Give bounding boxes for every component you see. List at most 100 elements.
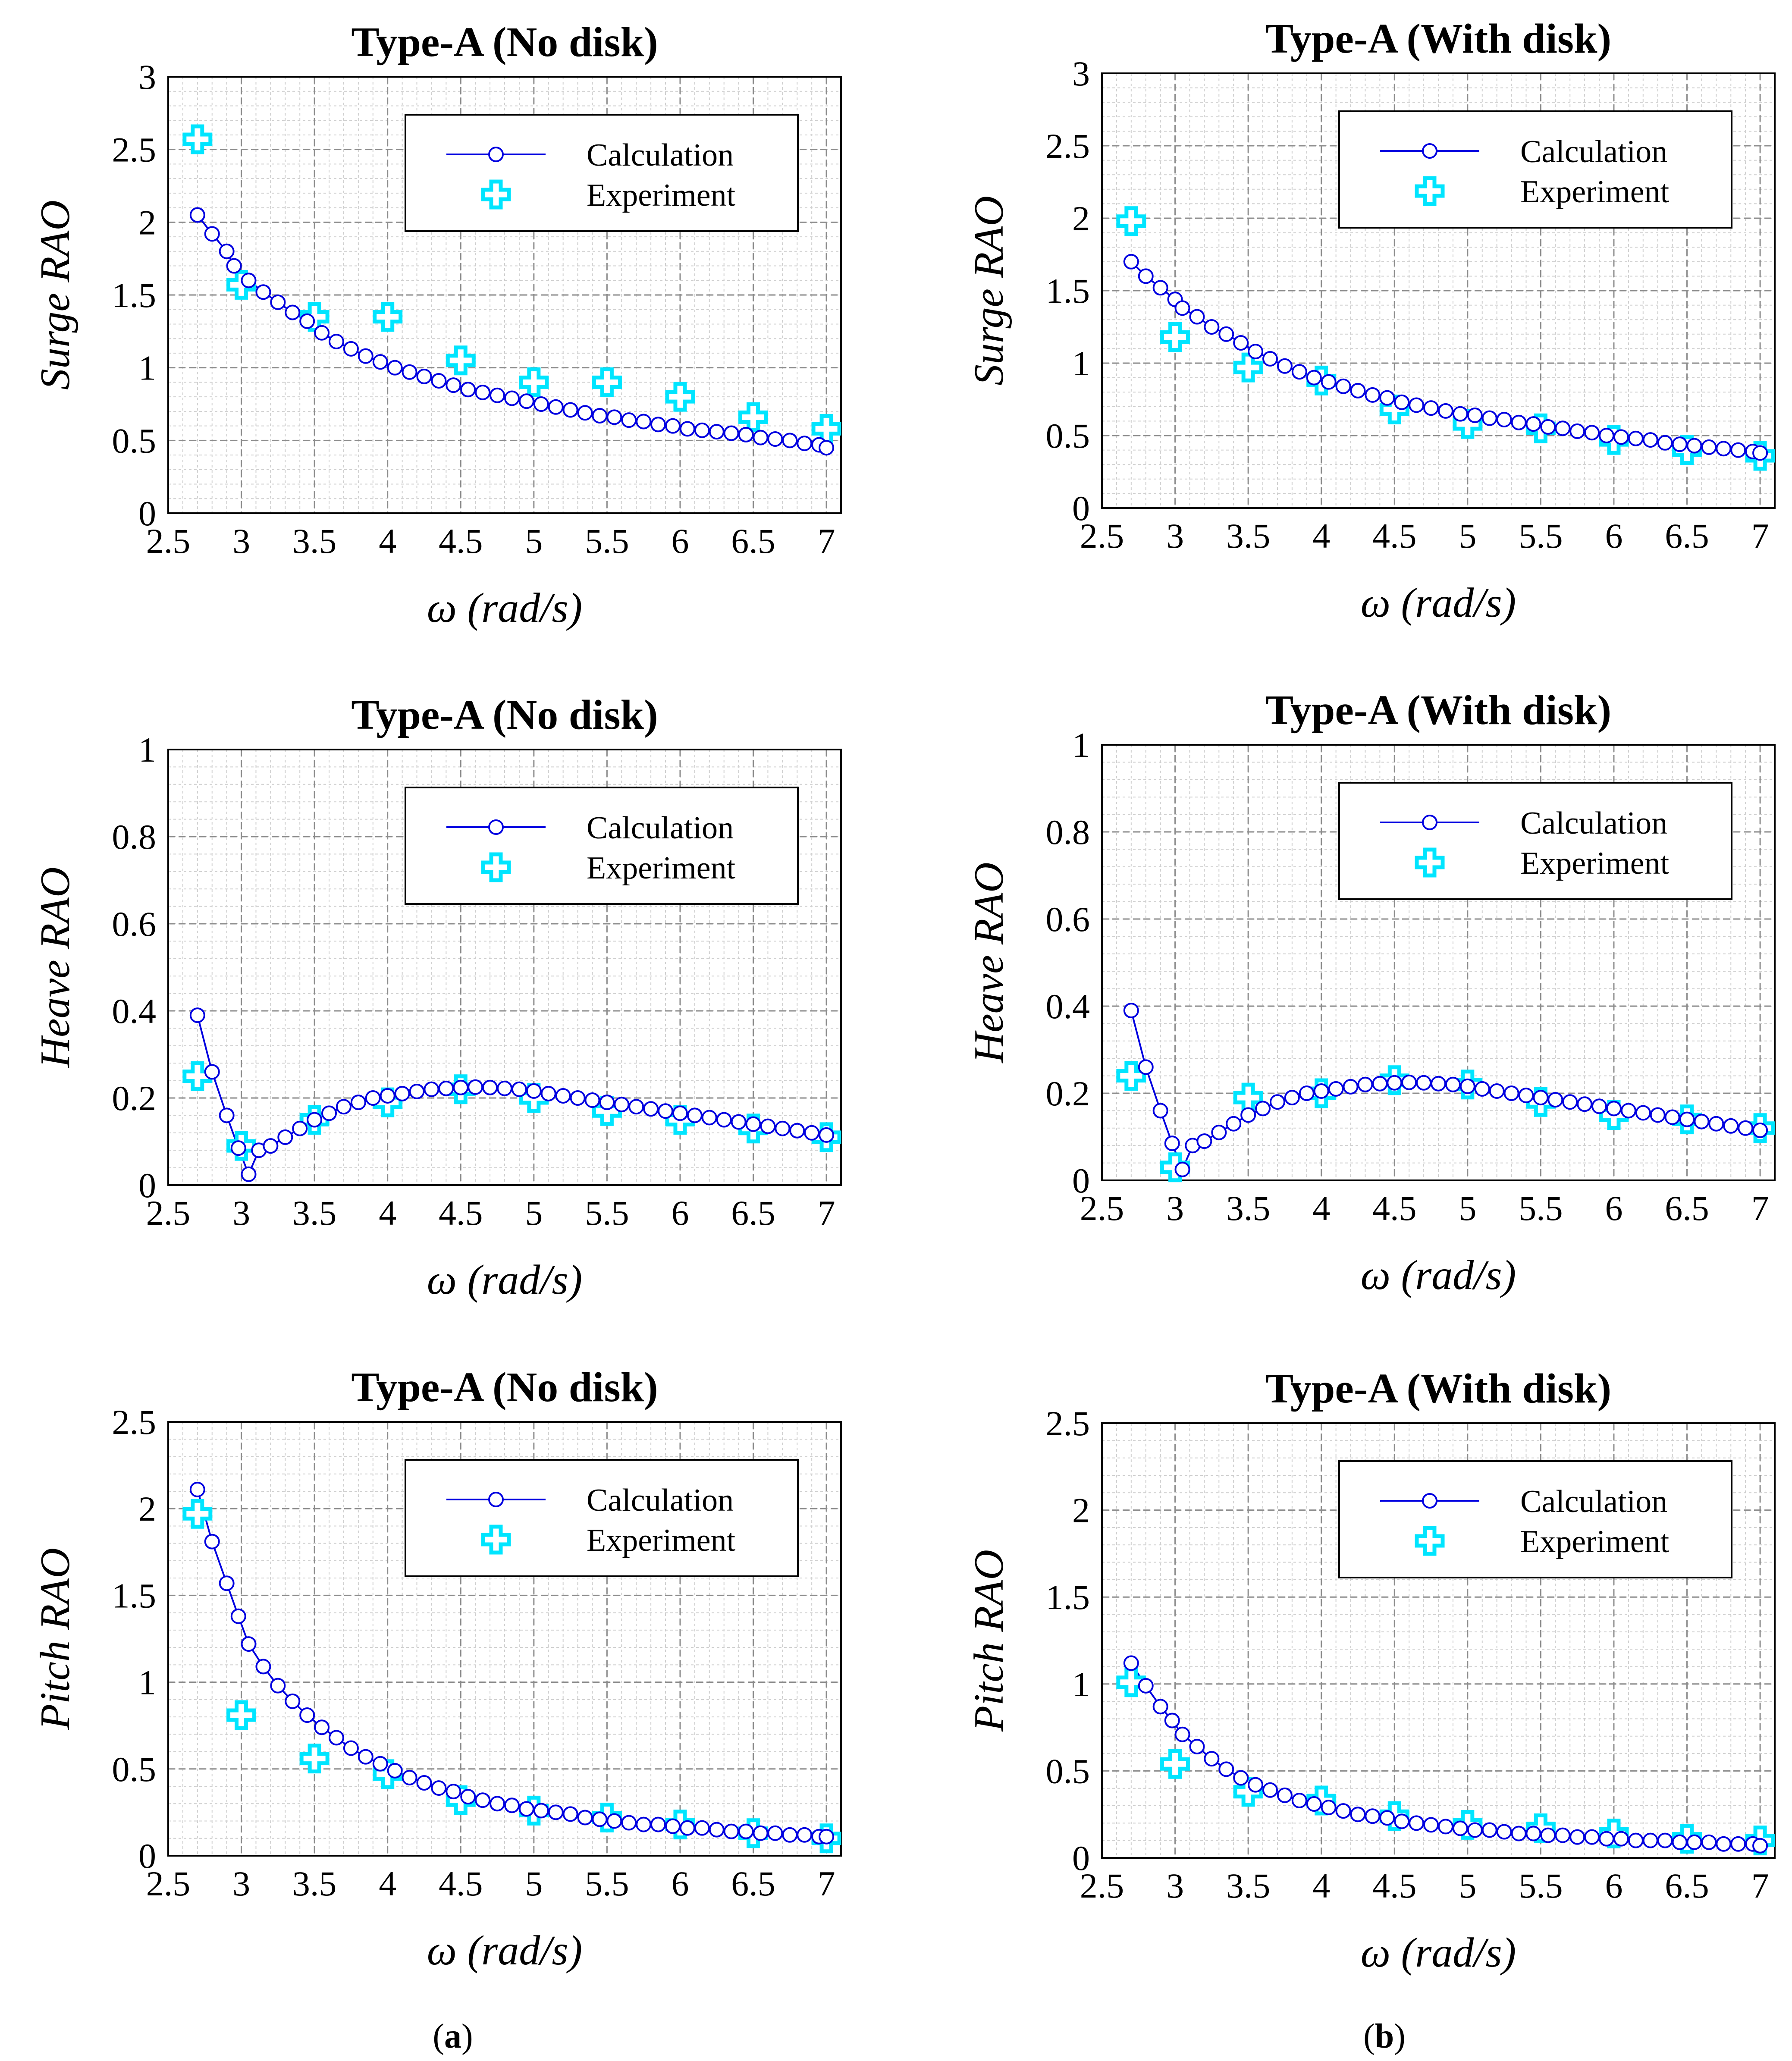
y-tick-label: 0 <box>138 1836 156 1876</box>
calculation-point <box>1123 1655 1139 1671</box>
calculation-point <box>694 422 710 438</box>
legend-experiment-marker <box>481 179 511 210</box>
calculation-point <box>1584 425 1600 441</box>
calculation-point <box>731 1114 747 1130</box>
calculation-point <box>1138 1059 1154 1075</box>
calculation-point <box>1431 1076 1446 1092</box>
y-tick-label: 3 <box>1072 54 1090 93</box>
experiment-point <box>182 124 213 154</box>
calculation-point <box>1672 1834 1688 1850</box>
x-tick-label: 3.5 <box>292 1864 337 1903</box>
calculation-point <box>753 430 769 445</box>
calculation-point <box>189 1007 205 1023</box>
calculation-point <box>1123 1003 1139 1019</box>
x-tick-label: 5 <box>1459 516 1476 555</box>
calculation-point <box>555 1088 571 1104</box>
calculation-point <box>606 1813 622 1829</box>
y-axis-label: Surge RAO <box>966 196 1012 386</box>
chart-heave-withdisk: 2.5 3 3.5 4 4.5 5 5.5 6 6.5 7 0 0.2 0.4 0.6 0.8 1 Type-A… <box>966 687 1776 1299</box>
calculation-point <box>1562 1094 1578 1110</box>
calculation-point <box>577 1810 593 1826</box>
x-tick-label: 5.5 <box>585 521 629 561</box>
calculation-point <box>709 424 725 440</box>
x-tick-label: 5 <box>525 521 543 561</box>
sublabel-a: (a) <box>433 2017 473 2055</box>
y-tick-label: 2 <box>1072 1491 1090 1530</box>
calculation-point <box>643 1101 659 1117</box>
legend-calculation-marker <box>1422 1493 1437 1509</box>
calculation-point <box>329 1730 344 1746</box>
y-tick-label: 0.8 <box>1046 812 1090 852</box>
calculation-point <box>518 393 534 409</box>
y-tick-label: 0.4 <box>1046 987 1090 1026</box>
calculation-point <box>343 341 359 357</box>
calculation-point <box>1752 445 1768 461</box>
x-tick-label: 3 <box>232 1864 250 1903</box>
calculation-point <box>1511 414 1527 430</box>
calculation-point <box>562 402 578 418</box>
calculation-point <box>1657 435 1673 451</box>
y-tick-label: 0.5 <box>112 1750 157 1789</box>
chart-title: Type-A (With disk) <box>1265 1365 1611 1412</box>
calculation-point <box>438 1080 454 1096</box>
calculation-point <box>270 1678 286 1694</box>
chart-title: Type-A (With disk) <box>1265 16 1611 62</box>
calculation-point <box>241 1636 257 1652</box>
x-axis-label: ω (rad/s) <box>427 585 582 631</box>
calculation-point <box>336 1099 351 1115</box>
calculation-point <box>204 1534 220 1550</box>
calculation-point <box>263 1138 279 1154</box>
legend-box <box>405 1459 799 1577</box>
experiment-point <box>1672 1824 1702 1854</box>
experiment-point <box>182 1061 213 1091</box>
x-tick-label: 5 <box>525 1864 543 1903</box>
calculation-point <box>614 1097 630 1113</box>
calculation-point <box>402 364 417 380</box>
calculation-point <box>1613 1831 1629 1847</box>
calculation-point <box>679 421 695 437</box>
calculation-point <box>1540 1827 1556 1843</box>
calculation-point <box>753 1825 769 1841</box>
calculation-point <box>1211 1124 1227 1140</box>
calculation-point <box>584 1092 600 1108</box>
experiment-point <box>373 302 403 332</box>
calculation-point <box>628 1099 644 1115</box>
x-tick-label: 6.5 <box>1665 1866 1709 1905</box>
y-tick-label: 0.5 <box>1046 416 1090 455</box>
experiment-point <box>1160 1749 1190 1779</box>
y-tick-label: 2.5 <box>1046 126 1090 166</box>
calculation-point <box>1152 1103 1168 1119</box>
calculation-point <box>358 348 373 364</box>
x-tick-label: 3.5 <box>1226 516 1271 555</box>
calculation-point <box>1686 438 1702 454</box>
x-tick-label: 6 <box>671 521 689 561</box>
calculation-point <box>230 1608 246 1624</box>
calculation-point <box>592 408 608 423</box>
calculation-point <box>1218 1761 1234 1777</box>
calculation-point <box>1423 1817 1439 1833</box>
x-tick-label: 4 <box>1312 1866 1330 1905</box>
calculation-point <box>1518 1088 1534 1104</box>
y-tick-label: 1 <box>138 730 156 769</box>
calculation-point <box>1164 1713 1180 1728</box>
legend-box <box>1338 1460 1732 1578</box>
experiment-point <box>665 382 695 412</box>
calculation-point <box>490 1796 505 1812</box>
calculation-point <box>1650 1107 1666 1123</box>
x-tick-label: 4.5 <box>1372 1189 1417 1228</box>
calculation-point <box>350 1095 366 1110</box>
y-tick-label: 0 <box>1072 1838 1090 1878</box>
y-tick-label: 1 <box>1072 1665 1090 1704</box>
calculation-series <box>189 1007 835 1182</box>
legend-experiment-marker <box>1415 847 1445 878</box>
calculation-point <box>679 1820 695 1836</box>
calculation-point <box>431 1780 447 1796</box>
legend-calculation-label: Calculation <box>1520 134 1667 169</box>
calculation-point <box>1481 410 1497 426</box>
x-tick-label: 7 <box>818 1864 835 1903</box>
calculation-point <box>431 373 447 389</box>
calculation-point <box>1701 1834 1717 1850</box>
calculation-point <box>1394 394 1410 410</box>
calculation-point <box>1401 1074 1417 1090</box>
chart-title: Type-A (No disk) <box>351 692 658 738</box>
